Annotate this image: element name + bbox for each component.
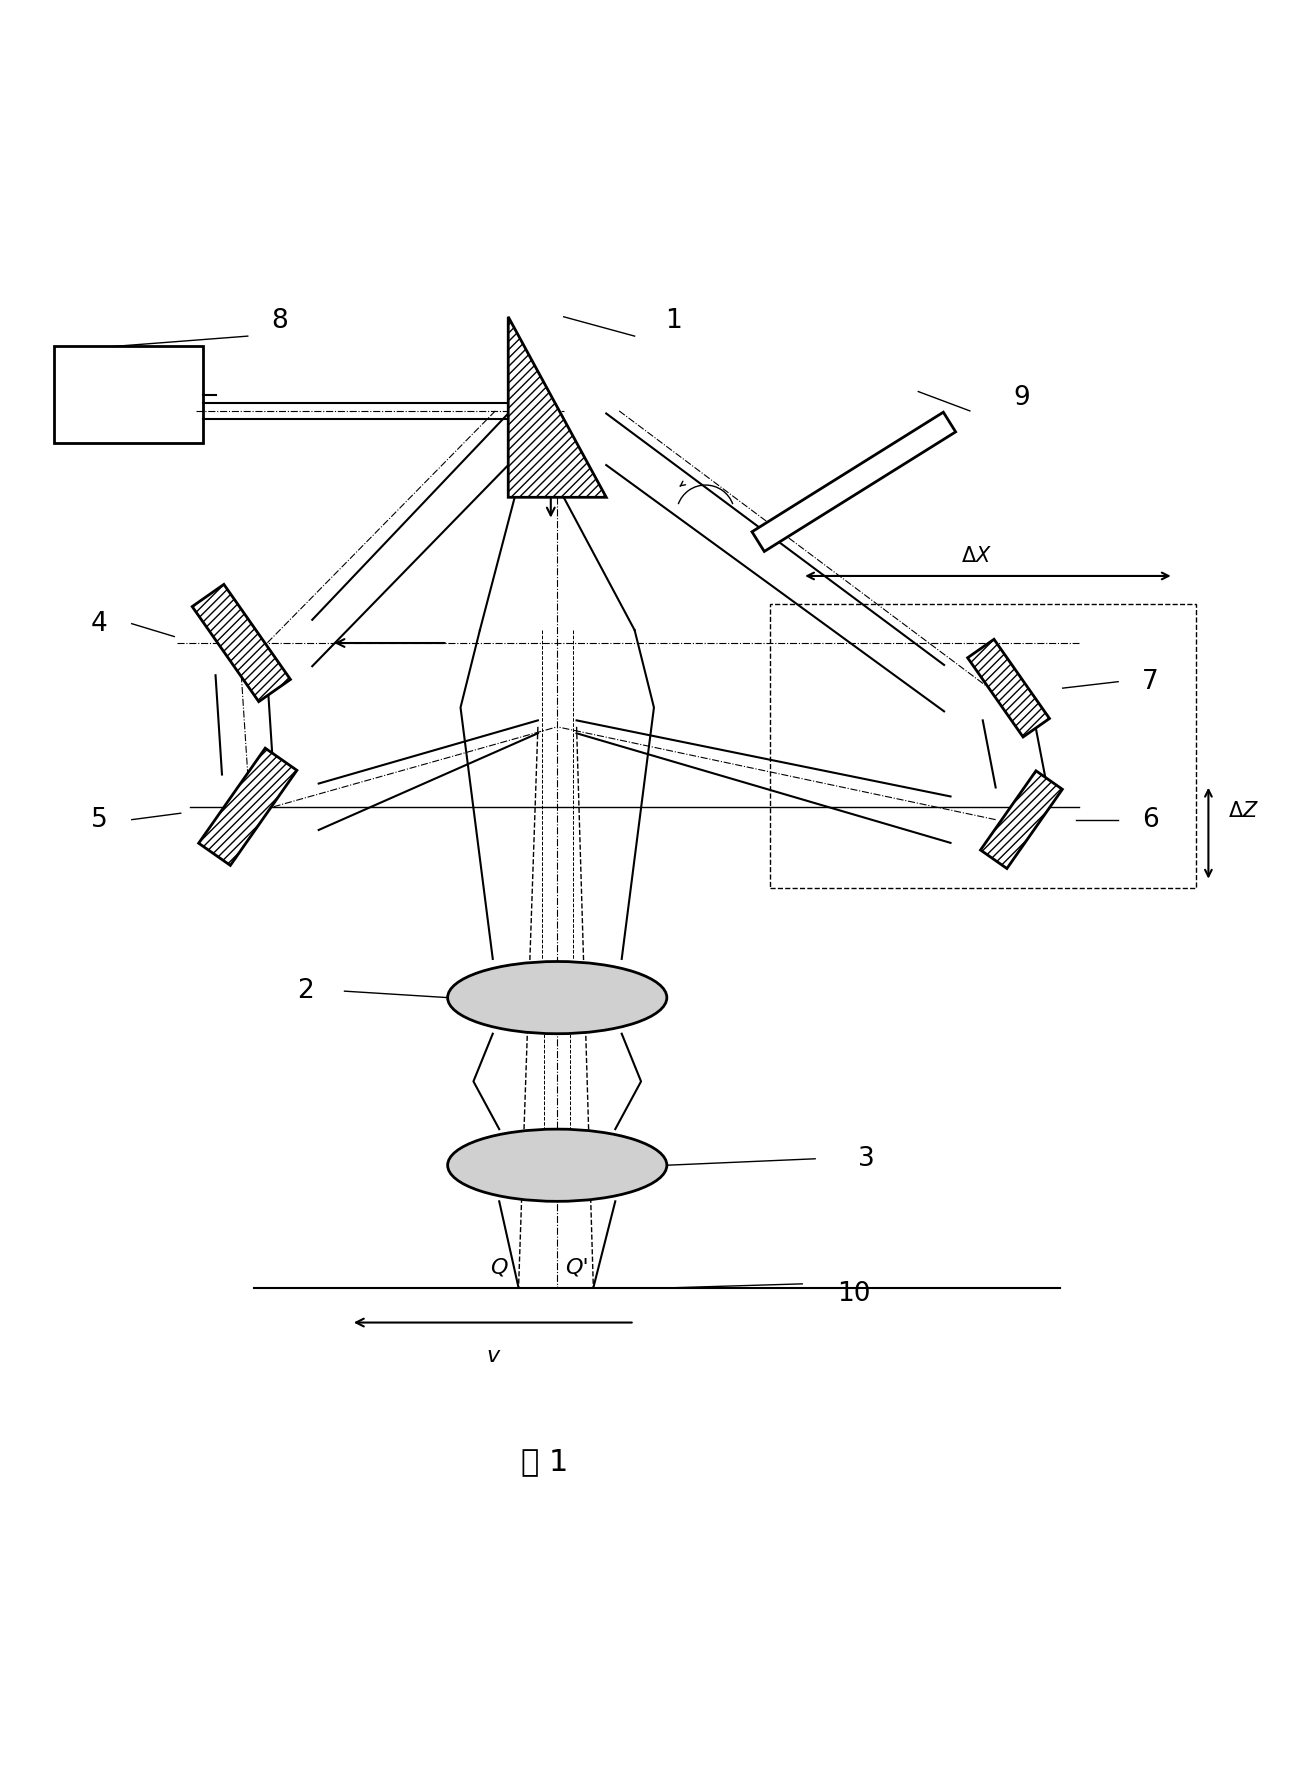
Text: 8: 8 [272, 307, 289, 334]
Text: 3: 3 [859, 1146, 875, 1172]
Polygon shape [752, 412, 956, 552]
Ellipse shape [448, 1130, 667, 1201]
Text: 7: 7 [1142, 670, 1159, 694]
Text: Q: Q [491, 1257, 508, 1277]
Polygon shape [980, 771, 1062, 868]
Text: 2: 2 [298, 979, 315, 1003]
Polygon shape [198, 748, 297, 865]
Bar [54, 346, 202, 444]
Text: 9: 9 [1013, 385, 1030, 410]
Text: 10: 10 [837, 1280, 870, 1307]
Polygon shape [192, 584, 290, 702]
Polygon shape [508, 316, 606, 497]
Text: $\Delta Z$: $\Delta Z$ [1228, 801, 1259, 821]
Text: 5: 5 [91, 806, 107, 833]
Ellipse shape [448, 961, 667, 1034]
Text: v: v [486, 1346, 500, 1366]
Polygon shape [967, 639, 1049, 737]
Text: 6: 6 [1142, 806, 1159, 833]
Text: 1: 1 [664, 307, 681, 334]
Bar [771, 604, 1195, 888]
Text: 图 1: 图 1 [521, 1447, 569, 1476]
Text: 4: 4 [91, 611, 107, 636]
Text: $\Delta X$: $\Delta X$ [961, 545, 992, 565]
Text: Q': Q' [565, 1257, 588, 1277]
